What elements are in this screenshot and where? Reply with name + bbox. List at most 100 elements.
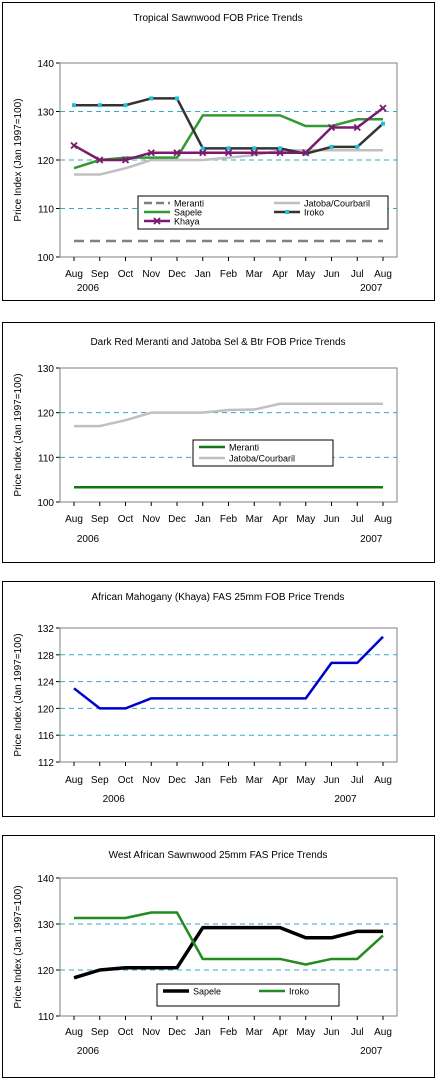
legend: Meranti Jatoba/Courbaril Sapele Iroko Khaya bbox=[137, 195, 389, 230]
x-tick-label: Sep bbox=[91, 775, 109, 786]
x-tick-label: Sep bbox=[91, 269, 109, 280]
x-tick-label: Mar bbox=[246, 269, 264, 280]
data-point-marker bbox=[381, 121, 385, 126]
x-tick-label: Aug bbox=[374, 514, 392, 525]
data-point-marker bbox=[252, 146, 257, 151]
x-tick-label: Aug bbox=[65, 1027, 83, 1038]
legend-box bbox=[156, 983, 340, 1007]
data-point-marker bbox=[199, 149, 207, 157]
x-tick-label: Nov bbox=[142, 775, 160, 786]
chart-title: Tropical Sawnwood FOB Price Trends bbox=[133, 13, 302, 24]
series-line-jatoba-courbaril bbox=[74, 402, 383, 428]
chart-tropical-sawnwood: Tropical Sawnwood FOB Price Trends Price … bbox=[13, 13, 398, 294]
x-tick-label: Nov bbox=[142, 514, 160, 525]
chart-west-african-sawnwood: West African Sawnwood 25mm FAS Price Tre… bbox=[13, 850, 398, 1057]
year-label: 2006 bbox=[103, 794, 126, 805]
series-line-iroko bbox=[74, 97, 384, 155]
y-tick-label: 140 bbox=[37, 874, 54, 885]
x-tick-label: Feb bbox=[220, 269, 238, 280]
x-tick-label: May bbox=[296, 269, 315, 280]
x-tick-label: Jun bbox=[323, 269, 339, 280]
x-tick-label: Aug bbox=[374, 775, 392, 786]
x-tick-label: May bbox=[296, 514, 315, 525]
x-tick-label: Mar bbox=[246, 514, 264, 525]
data-point-marker bbox=[224, 149, 233, 157]
y-tick-label: 100 bbox=[37, 498, 54, 509]
y-tick-label: 130 bbox=[37, 108, 54, 119]
legend: Sapele Iroko bbox=[156, 983, 340, 1007]
legend-label: Jatoba/Courbaril bbox=[229, 454, 295, 464]
x-tick-label: Dec bbox=[168, 1027, 186, 1038]
chart-panel-sawnwood-fob: Tropical Sawnwood FOB Price Trends Price … bbox=[2, 2, 435, 301]
x-tick-label: Jul bbox=[351, 775, 364, 786]
data-point-marker bbox=[123, 103, 128, 108]
legend-marker bbox=[153, 217, 161, 225]
x-tick-label: Aug bbox=[374, 269, 392, 280]
data-point-marker bbox=[121, 156, 130, 164]
series-line-sapele bbox=[73, 925, 383, 980]
x-tick-label: Aug bbox=[65, 514, 83, 525]
x-tick-label: Jan bbox=[195, 775, 211, 786]
series-line-jatoba-courbaril bbox=[74, 149, 383, 176]
y-tick-label: 110 bbox=[38, 205, 54, 216]
data-point-marker bbox=[72, 103, 76, 108]
y-tick-label: 130 bbox=[37, 920, 54, 931]
x-tick-label: Nov bbox=[142, 269, 160, 280]
y-tick-label: 110 bbox=[38, 453, 54, 464]
x-tick-label: Jun bbox=[323, 514, 339, 525]
y-axis-label: Price Index (Jan 1997=100) bbox=[13, 885, 24, 1008]
x-tick-label: Jan bbox=[195, 269, 211, 280]
x-tick-label: Apr bbox=[272, 514, 288, 525]
data-point-marker bbox=[147, 149, 155, 157]
legend-label: Sapele bbox=[174, 208, 202, 218]
data-point-marker bbox=[278, 146, 282, 151]
legend-box bbox=[192, 439, 334, 467]
year-label: 2007 bbox=[360, 534, 383, 545]
legend-label: Iroko bbox=[304, 208, 324, 218]
year-label: 2007 bbox=[334, 794, 357, 805]
plot-area bbox=[59, 627, 398, 763]
year-label: 2007 bbox=[360, 283, 383, 294]
legend-label: Sapele bbox=[193, 987, 221, 997]
y-tick-label: 128 bbox=[37, 651, 54, 662]
year-label: 2007 bbox=[360, 1046, 383, 1057]
data-point-marker bbox=[149, 96, 154, 101]
x-tick-label: Nov bbox=[142, 1027, 160, 1038]
legend-label: Meranti bbox=[174, 199, 204, 209]
x-tick-label: Aug bbox=[65, 775, 83, 786]
x-tick-label: Jun bbox=[323, 775, 339, 786]
data-point-marker bbox=[353, 123, 361, 132]
x-tick-label: Dec bbox=[168, 775, 186, 786]
y-tick-label: 116 bbox=[38, 731, 54, 742]
x-tick-label: Jul bbox=[351, 514, 364, 525]
y-tick-label: 100 bbox=[37, 253, 54, 264]
y-axis-label: Price Index (Jan 1997=100) bbox=[13, 98, 24, 221]
x-tick-label: Mar bbox=[246, 1027, 264, 1038]
legend-box bbox=[137, 195, 389, 230]
y-axis-label: Price Index (Jan 1997=100) bbox=[13, 373, 24, 496]
data-point-marker bbox=[302, 149, 310, 157]
y-tick-label: 110 bbox=[38, 1012, 54, 1023]
x-tick-label: Feb bbox=[220, 775, 238, 786]
x-tick-label: Oct bbox=[118, 1027, 134, 1038]
x-tick-label: Jun bbox=[323, 1027, 339, 1038]
y-tick-label: 132 bbox=[37, 624, 54, 635]
x-tick-label: Sep bbox=[91, 514, 109, 525]
chart-title: Dark Red Meranti and Jatoba Sel & Btr FO… bbox=[90, 337, 345, 348]
x-tick-label: Jan bbox=[195, 1027, 211, 1038]
data-point-marker bbox=[355, 144, 360, 149]
data-point-marker bbox=[70, 141, 78, 150]
x-tick-label: May bbox=[296, 1027, 315, 1038]
data-point-marker bbox=[327, 123, 336, 132]
chart-title: African Mahogany (Khaya) FAS 25mm FOB Pr… bbox=[92, 592, 345, 603]
data-point-marker bbox=[250, 149, 258, 157]
data-point-marker bbox=[379, 104, 387, 112]
x-tick-label: Apr bbox=[272, 775, 288, 786]
legend-marker bbox=[285, 210, 289, 214]
year-label: 2006 bbox=[77, 1046, 100, 1057]
x-tick-label: Feb bbox=[220, 1027, 238, 1038]
data-point-marker bbox=[200, 146, 205, 151]
legend-label: Khaya bbox=[174, 217, 200, 227]
x-tick-label: Jul bbox=[351, 269, 364, 280]
